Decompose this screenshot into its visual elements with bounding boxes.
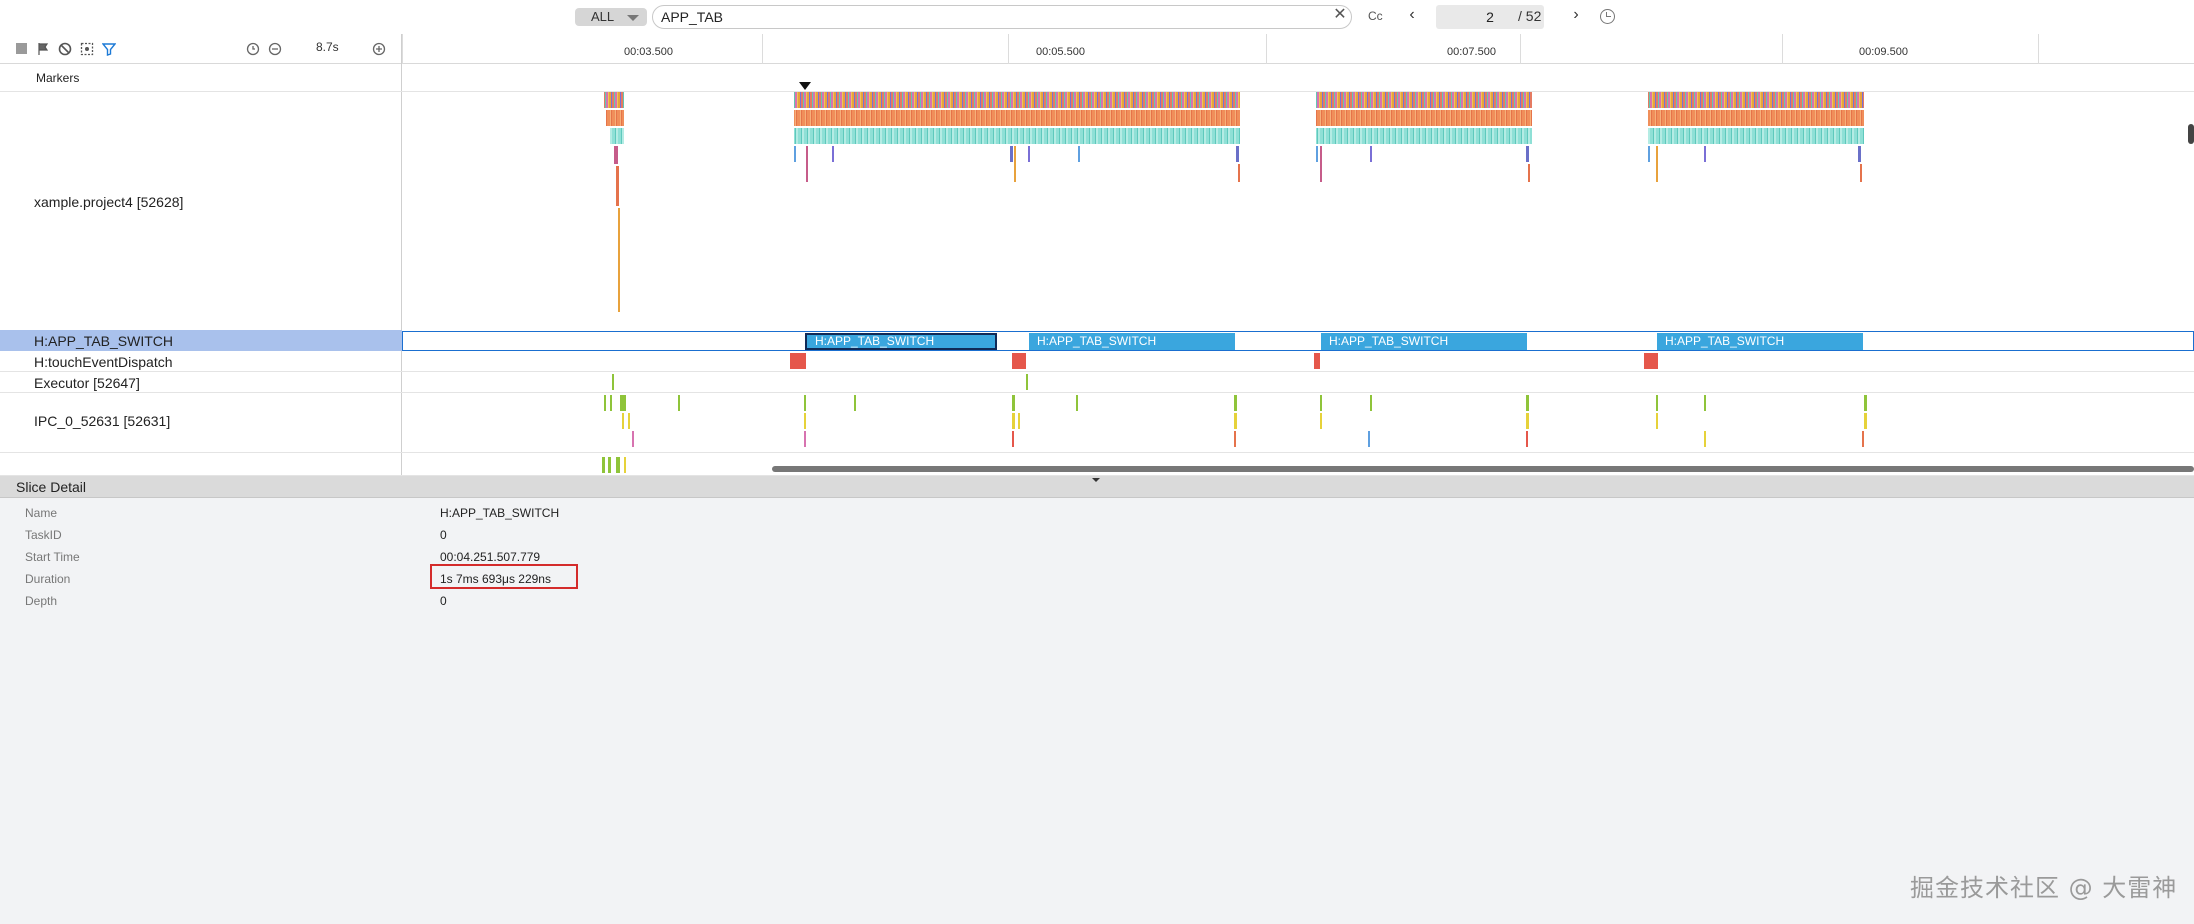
search-toolbar: ALL ✕ Cc ‹ / 52 ›: [0, 0, 2194, 34]
detail-key: Depth: [25, 594, 58, 608]
executor-row[interactable]: Executor [52647]: [0, 372, 2194, 393]
trace-view: 8.7s 00:03.500 00:05.500 00:07.500 00:09…: [0, 34, 2194, 476]
detail-key: Duration: [25, 572, 71, 586]
activity-burst-4: [1648, 92, 1864, 182]
page-number-input[interactable]: [1436, 5, 1544, 29]
flag-icon[interactable]: [36, 42, 50, 56]
stop-icon[interactable]: [16, 43, 27, 54]
ipc-row[interactable]: IPC_0_52631 [52631]: [0, 393, 2194, 453]
row-label-pane: [0, 34, 402, 476]
task-track[interactable]: H:APP_TAB_SWITCH H:APP_TAB_SWITCH H:APP_…: [402, 331, 2194, 351]
search-input[interactable]: [661, 8, 1311, 26]
marker-flag-icon[interactable]: [799, 82, 811, 90]
block-icon[interactable]: [58, 42, 72, 56]
detail-value: 0: [440, 528, 447, 542]
tick-label: 00:03.500: [624, 46, 673, 58]
detail-title: Slice Detail: [16, 479, 87, 495]
detail-value: 0: [440, 594, 447, 608]
match-case-button[interactable]: Cc: [1368, 9, 1383, 23]
task-slice[interactable]: H:APP_TAB_SWITCH: [1029, 333, 1235, 350]
resize-handle-icon[interactable]: [1092, 478, 1100, 482]
row-label: xample.project4 [52628]: [34, 194, 184, 210]
detail-header: Slice Detail: [0, 476, 2194, 498]
thread-row[interactable]: [0, 453, 2194, 476]
row-label: H:APP_TAB_SWITCH: [34, 333, 173, 349]
zoom-in-icon[interactable]: [372, 42, 386, 56]
ruler-divider: [402, 34, 403, 64]
activity-burst-1: [604, 92, 624, 312]
zoom-level: 8.7s: [316, 40, 339, 54]
filter-dropdown[interactable]: ALL: [575, 8, 647, 26]
page-total: / 52: [1518, 8, 1542, 24]
task-row[interactable]: H:APP_TAB_SWITCH: [0, 330, 2194, 351]
tick-label: 00:05.500: [1036, 46, 1085, 58]
filter-icon[interactable]: [102, 42, 116, 56]
task-slice[interactable]: H:APP_TAB_SWITCH: [1321, 333, 1527, 350]
ruler-tick: [2038, 34, 2039, 64]
selected-row-highlight: [0, 330, 402, 351]
activity-burst-3: [1316, 92, 1532, 182]
duration-highlight-box: [430, 564, 578, 589]
close-icon[interactable]: ✕: [1333, 6, 1347, 23]
touch-row[interactable]: H:touchEventDispatch: [0, 351, 2194, 372]
activity-burst-2: [794, 92, 1240, 182]
tick-label: 00:09.500: [1859, 46, 1908, 58]
process-activity-track: [604, 92, 1864, 312]
time-ruler: 8.7s 00:03.500 00:05.500 00:07.500 00:09…: [0, 34, 2194, 64]
watermark: 掘金技术社区 @ 大雷神: [1910, 874, 2178, 902]
slice-detail-panel: Slice Detail Name TaskID Start Time Dura…: [0, 476, 2194, 924]
executor-track: [612, 374, 1028, 390]
tick-label: 00:07.500: [1447, 46, 1496, 58]
detail-key: TaskID: [25, 528, 62, 542]
horizontal-scrollbar[interactable]: [772, 466, 2194, 472]
detail-value: 00:04.251.507.779: [440, 550, 541, 564]
ruler-tick: [762, 34, 763, 64]
process-row[interactable]: xample.project4 [52628]: [0, 92, 2194, 332]
markers-row[interactable]: Markers: [0, 64, 2194, 92]
search-field[interactable]: [652, 5, 1352, 29]
row-label: Executor [52647]: [34, 375, 140, 391]
reset-zoom-icon[interactable]: [246, 42, 260, 56]
thread-track: [602, 457, 626, 473]
row-label: IPC_0_52631 [52631]: [34, 413, 171, 429]
ruler-tick: [1008, 34, 1009, 64]
touch-track: [790, 353, 1658, 369]
caret-down-icon: [627, 15, 639, 21]
ipc-track: [604, 395, 1867, 447]
detail-value: 1s 7ms 693μs 229ns: [440, 572, 551, 586]
screenshot-icon[interactable]: [80, 42, 94, 56]
ruler-tick: [1520, 34, 1521, 64]
chevron-right-icon[interactable]: ›: [1573, 6, 1579, 23]
clock-icon[interactable]: [1600, 9, 1615, 24]
row-label: H:touchEventDispatch: [34, 354, 173, 370]
zoom-out-icon[interactable]: [268, 42, 282, 56]
detail-value: H:APP_TAB_SWITCH: [440, 506, 560, 520]
row-label: Markers: [36, 71, 80, 85]
detail-key: Start Time: [25, 550, 80, 564]
ruler-tick: [1782, 34, 1783, 64]
task-slice[interactable]: H:APP_TAB_SWITCH: [1657, 333, 1863, 350]
detail-key: Name: [25, 506, 58, 520]
ruler-tick: [1266, 34, 1267, 64]
chevron-left-icon[interactable]: ‹: [1409, 6, 1415, 23]
task-slice-selected[interactable]: H:APP_TAB_SWITCH: [805, 333, 997, 350]
filter-label: ALL: [591, 9, 615, 24]
vertical-scrollbar[interactable]: [2188, 124, 2194, 144]
